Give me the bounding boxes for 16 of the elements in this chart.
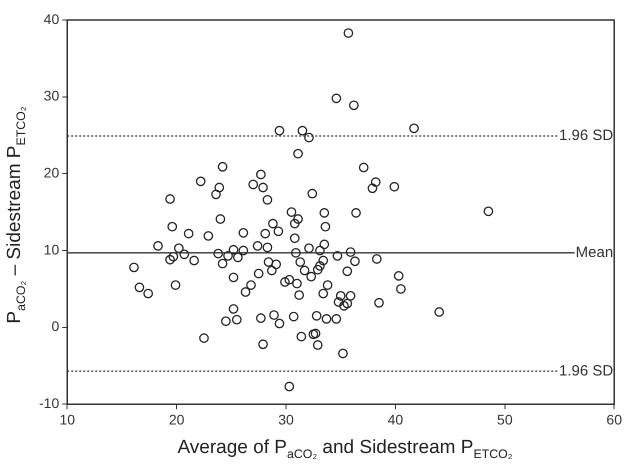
x-tick-label: 50	[497, 411, 513, 428]
x-tick-label: 30	[278, 411, 294, 428]
y-tick-label: 0	[51, 318, 60, 334]
x-tick-label: 60	[606, 411, 622, 428]
y-tick-label: 20	[44, 164, 60, 181]
ref-line-label: 1.96 SD	[559, 127, 614, 144]
ref-line-label: Mean	[576, 244, 614, 261]
x-tick-label: 40	[388, 411, 404, 428]
y-tick-label: 40	[44, 10, 60, 27]
x-tick-label: 10	[59, 411, 76, 428]
y-tick-label: -10	[39, 395, 60, 412]
y-tick-label: 10	[44, 241, 60, 258]
x-axis-title: Average of P$_{aCO₂}$ and Sidestream P$_{ETCO₂}$	[176, 437, 514, 461]
ref-line-label: 1.96 SD	[559, 362, 614, 380]
x-tick-label: 20	[168, 411, 185, 428]
y-tick-label: 30	[44, 88, 60, 104]
